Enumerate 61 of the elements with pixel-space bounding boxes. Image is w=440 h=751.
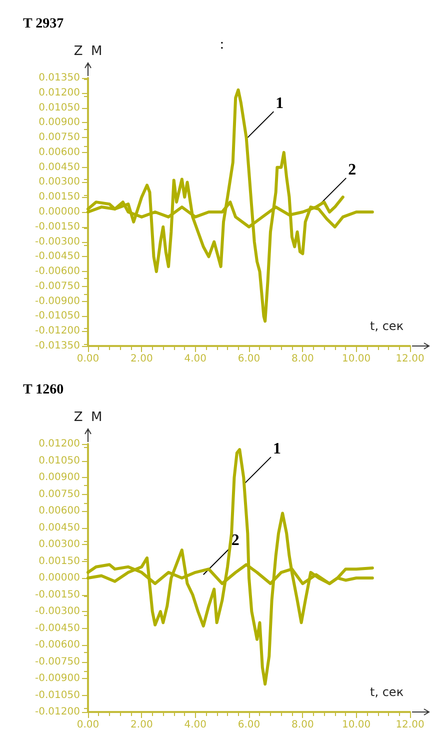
- x-tick-label: 4.00: [184, 720, 206, 730]
- y-tick-label: 0.00750: [38, 488, 80, 500]
- x-tick-label: 0.00: [76, 354, 100, 364]
- annotation: 2: [348, 162, 356, 179]
- chart-title: T 1260: [23, 382, 64, 398]
- y-tick-label: 0.00900: [38, 117, 80, 128]
- x-tick-label: 8.00: [292, 720, 314, 730]
- y-tick-label: 0.00450: [38, 522, 80, 534]
- y-tick-label: 0.00450: [38, 162, 80, 173]
- x-axis-title: t, сек: [370, 685, 404, 699]
- x-tick-label: 12.00: [396, 720, 424, 730]
- x-tick-label: 2.00: [130, 720, 153, 730]
- y-tick-label: -0.01200: [35, 706, 80, 718]
- y-tick-label: -0.00900: [35, 673, 80, 684]
- annotation: 1: [272, 440, 281, 458]
- y-tick-label: -0.01050: [35, 310, 80, 322]
- annotation: 1: [276, 95, 284, 112]
- y-tick-label: -0.00750: [35, 280, 80, 292]
- y-tick-label: -0.00450: [35, 251, 80, 262]
- y-tick-label: 0.00300: [38, 176, 80, 188]
- y-tick-label: 0.00000: [38, 206, 80, 218]
- y-tick-label: -0.01350: [35, 340, 80, 352]
- x-tick-label: 12.00: [396, 354, 424, 364]
- y-tick-label: 0.00900: [38, 472, 80, 483]
- y-tick-label: -0.00150: [35, 589, 80, 600]
- y-tick-label: -0.00150: [35, 221, 80, 232]
- annotation: 2: [231, 532, 240, 550]
- x-tick-label: 6.00: [238, 354, 260, 364]
- y-tick-label: 0.00150: [38, 556, 80, 567]
- y-tick-label: 0.00600: [38, 506, 80, 516]
- x-axis-title: t, сек: [370, 319, 404, 333]
- y-axis-title: Z M: [74, 410, 102, 425]
- y-tick-label: 0.01350: [38, 72, 80, 84]
- y-tick-label: 0.00000: [38, 572, 80, 584]
- y-tick-label: -0.00600: [35, 640, 80, 650]
- x-tick-label: 8.00: [292, 354, 314, 364]
- y-tick-label: 0.01200: [38, 87, 80, 98]
- x-tick-label: 0.00: [76, 720, 100, 730]
- y-tick-label: -0.00750: [35, 656, 80, 668]
- x-tick-label: 10.00: [342, 720, 371, 730]
- y-tick-label: -0.01200: [35, 326, 80, 337]
- y-axis-title: Z M: [74, 44, 102, 59]
- y-tick-label: -0.00300: [35, 236, 80, 248]
- x-tick-label: 4.00: [184, 354, 206, 364]
- y-tick-label: 0.01050: [38, 102, 80, 114]
- y-tick-label: 0.00600: [38, 146, 80, 158]
- y-tick-label: 0.00300: [38, 539, 80, 550]
- y-tick-label: -0.00600: [35, 266, 80, 278]
- text: :: [220, 38, 224, 52]
- x-tick-label: 2.00: [130, 354, 153, 364]
- y-tick-label: -0.00300: [35, 606, 80, 617]
- y-tick-label: -0.01050: [35, 690, 80, 701]
- y-tick-label: 0.01050: [38, 455, 80, 466]
- y-tick-label: -0.00450: [35, 622, 80, 634]
- y-tick-label: -0.00900: [35, 296, 80, 307]
- y-tick-label: 0.00750: [38, 132, 80, 144]
- y-tick-label: 0.00150: [38, 192, 80, 203]
- y-tick-label: 0.01200: [38, 438, 80, 450]
- x-tick-label: 10.00: [342, 354, 371, 364]
- chart-title: T 2937: [23, 16, 64, 32]
- x-tick-label: 6.00: [238, 720, 260, 730]
